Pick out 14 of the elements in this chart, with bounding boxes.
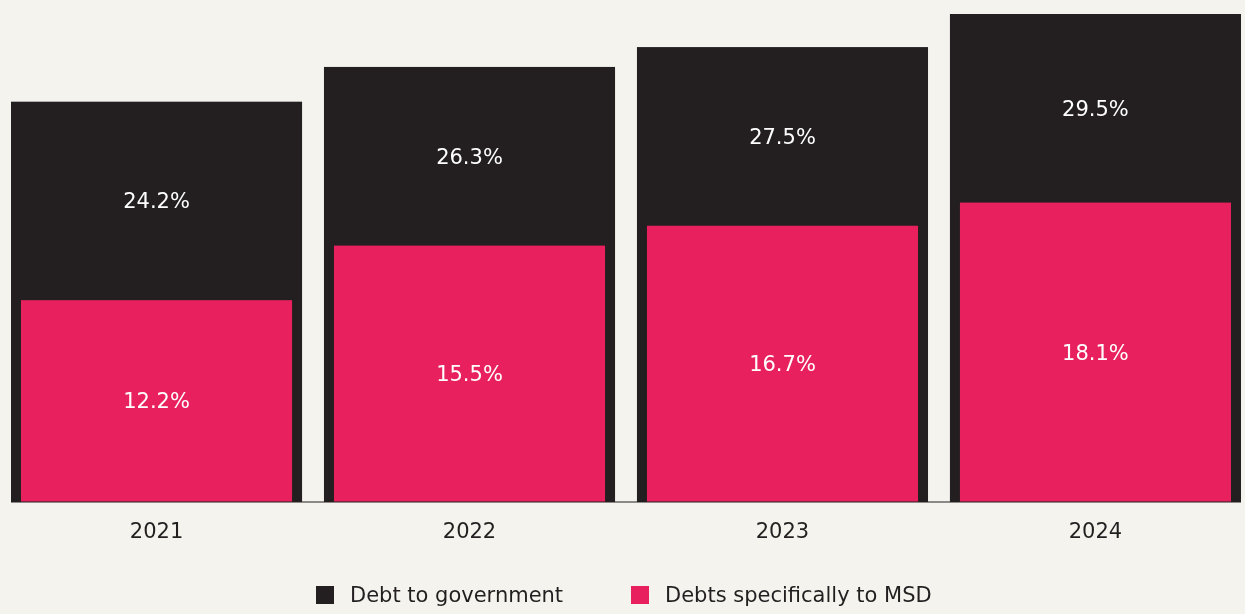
x-tick-label: 2022	[442, 519, 497, 543]
x-tick-label: 2024	[1068, 519, 1123, 543]
data-label: 24.2%	[123, 189, 190, 214]
data-label: 12.2%	[123, 389, 190, 414]
data-label: 26.3%	[436, 144, 503, 169]
data-label: 18.1%	[1062, 340, 1129, 365]
data-label: 15.5%	[436, 362, 503, 387]
data-label: 27.5%	[749, 124, 816, 149]
legend-label: Debt to government	[350, 583, 564, 608]
x-tick-label: 2023	[755, 519, 810, 543]
legend-label: Debts specifically to MSD	[665, 583, 932, 608]
data-label: 16.7%	[749, 352, 816, 377]
data-label: 29.5%	[1062, 96, 1129, 121]
x-tick-label: 2021	[129, 519, 184, 543]
